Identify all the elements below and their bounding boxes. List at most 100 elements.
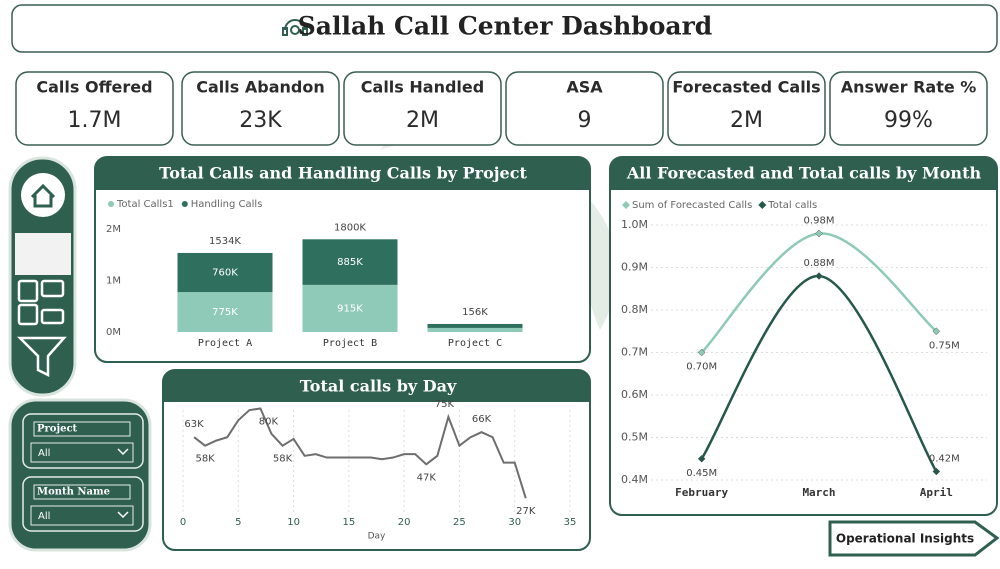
dropdown[interactable]	[30, 505, 134, 526]
dropdown-chevron	[117, 448, 129, 456]
data-label: 58K	[273, 454, 293, 465]
filter-label-box	[33, 421, 131, 437]
filter-label-box	[33, 484, 131, 500]
x-tick-label: 30	[508, 517, 521, 528]
button-label[interactable]: Operational Insights	[836, 532, 974, 546]
data-label: 0.45M	[686, 468, 717, 479]
kpi-value: 2M	[406, 108, 439, 133]
legend-label: Sum of Forecasted Calls	[632, 200, 752, 211]
bar-segment	[177, 292, 273, 332]
point-marker	[815, 229, 823, 238]
x-tick-label: Project B	[323, 338, 377, 349]
point-marker	[697, 454, 706, 463]
filter-label: Project	[37, 424, 78, 435]
kpi-card	[181, 71, 340, 146]
y-tick-label: 0.8M	[621, 303, 648, 316]
grid-icon[interactable]	[17, 279, 65, 326]
kpi-value: 9	[578, 108, 592, 133]
kpi-card	[505, 71, 664, 146]
x-tick-label: 20	[398, 517, 411, 528]
y-tick-label: 1M	[106, 276, 121, 287]
kpi-card	[667, 71, 826, 146]
data-label: 63K	[184, 419, 204, 430]
point-marker	[815, 272, 823, 280]
legend-marker	[181, 201, 188, 207]
header-box	[11, 4, 998, 53]
point-marker	[697, 348, 706, 357]
x-tick-label: 10	[287, 517, 300, 528]
chart-title: Total calls by Day	[300, 377, 457, 396]
filter-card	[22, 413, 144, 469]
y-tick-label: 0.5M	[621, 431, 648, 444]
dropdown-value[interactable]: All	[38, 511, 50, 522]
dropdown-value[interactable]: All	[38, 448, 50, 459]
bar-segment	[302, 239, 398, 285]
chart-title: All Forecasted and Total calls by Month	[626, 164, 982, 183]
data-label: 47K	[417, 472, 437, 483]
filter-label: Month Name	[37, 487, 110, 498]
legend-label: Handling Calls	[191, 199, 263, 210]
panel-header	[95, 157, 590, 190]
line	[193, 407, 527, 499]
panel-header	[610, 157, 997, 190]
data-label: 885K	[337, 257, 363, 268]
y-tick-label: 0.7M	[621, 346, 648, 359]
y-tick-label: 0.9M	[621, 261, 648, 274]
x-tick-label: Project A	[198, 338, 252, 349]
x-axis-label: Day	[368, 532, 386, 542]
kpi-label: Answer Rate %	[841, 78, 977, 97]
dropdown[interactable]	[30, 442, 134, 463]
kpi-value: 23K	[239, 108, 282, 133]
kpi-label: Forecasted Calls	[672, 78, 820, 97]
kpi-value: 2M	[730, 108, 763, 133]
filter-icon[interactable]	[16, 336, 67, 378]
x-tick-label: 0	[180, 517, 186, 528]
total-label: 156K	[462, 307, 488, 318]
y-tick-label: 0M	[106, 327, 121, 338]
legend-label: Total calls	[767, 200, 817, 211]
kpi-label: Calls Abandon	[196, 78, 324, 97]
data-label: 775K	[212, 307, 238, 318]
x-tick-label: 15	[342, 517, 355, 528]
dropdown-chevron	[117, 511, 129, 519]
home-icon	[30, 183, 56, 208]
data-label: 915K	[337, 303, 363, 314]
data-label: 58K	[195, 454, 215, 465]
x-tick-label: April	[920, 486, 953, 499]
dashboard-title: Sallah Call Center Dashboard	[298, 12, 713, 41]
legend-marker	[622, 201, 630, 209]
chart-title: Total Calls and Handling Calls by Projec…	[159, 164, 527, 183]
y-tick-label: 2M	[106, 224, 121, 235]
home-button[interactable]	[21, 173, 65, 217]
y-tick-label: 0.6M	[621, 388, 648, 401]
kpi-label: ASA	[566, 78, 603, 97]
x-tick-label: 25	[453, 517, 466, 528]
nav-button[interactable]	[828, 520, 1000, 557]
bar-segment	[302, 284, 398, 332]
kpi-card	[15, 71, 174, 146]
x-tick-label: 35	[564, 517, 577, 528]
selected-page[interactable]	[15, 233, 71, 275]
data-label: 80K	[259, 416, 279, 427]
legend-label: Total Calls1	[116, 199, 174, 210]
kpi-value: 99%	[884, 108, 933, 133]
x-tick-label: 5	[235, 517, 241, 528]
bar-segment	[427, 327, 523, 332]
legend-marker	[758, 201, 767, 209]
data-label: 0.70M	[686, 362, 717, 373]
data-label: 0.42M	[929, 454, 960, 465]
y-tick-label: 0.4M	[621, 473, 648, 486]
kpi-card	[343, 71, 502, 146]
legend-marker	[108, 201, 114, 207]
x-tick-label: February	[675, 486, 728, 499]
data-label: 0.88M	[804, 258, 835, 269]
kpi-label: Calls Offered	[36, 78, 152, 97]
bar-segment	[427, 323, 523, 328]
nav-panel	[8, 156, 77, 397]
data-label: 27K	[516, 506, 536, 517]
x-tick-label: March	[802, 486, 835, 499]
data-label: 75K	[435, 399, 455, 410]
kpi-label: Calls Handled	[361, 78, 484, 97]
x-tick-label: Project C	[448, 338, 502, 349]
